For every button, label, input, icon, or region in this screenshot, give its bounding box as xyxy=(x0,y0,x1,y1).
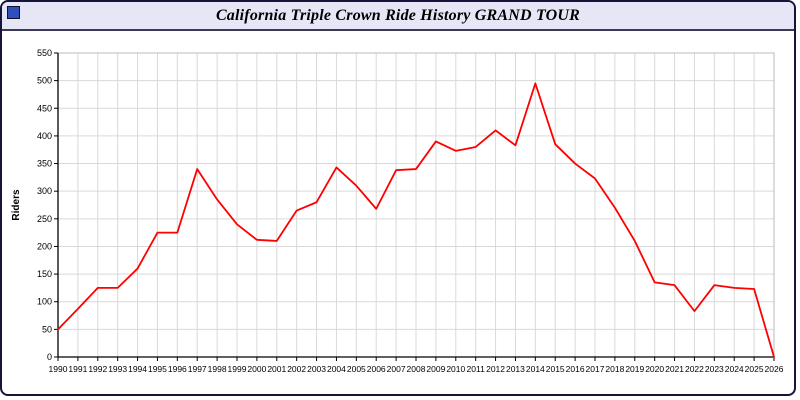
svg-text:2007: 2007 xyxy=(387,364,406,374)
svg-text:450: 450 xyxy=(37,103,52,113)
svg-text:2017: 2017 xyxy=(586,364,605,374)
svg-text:2022: 2022 xyxy=(685,364,704,374)
svg-text:1995: 1995 xyxy=(148,364,167,374)
svg-text:0: 0 xyxy=(47,352,52,362)
svg-text:2015: 2015 xyxy=(546,364,565,374)
svg-text:2023: 2023 xyxy=(705,364,724,374)
svg-text:100: 100 xyxy=(37,297,52,307)
svg-text:1992: 1992 xyxy=(88,364,107,374)
svg-text:1997: 1997 xyxy=(188,364,207,374)
svg-text:2000: 2000 xyxy=(247,364,266,374)
svg-text:2014: 2014 xyxy=(526,364,545,374)
svg-text:550: 550 xyxy=(37,48,52,58)
svg-text:2019: 2019 xyxy=(625,364,644,374)
title-bar: California Triple Crown Ride History GRA… xyxy=(2,2,794,31)
svg-text:300: 300 xyxy=(37,186,52,196)
page-title: California Triple Crown Ride History GRA… xyxy=(215,6,581,24)
window-icon xyxy=(7,6,20,19)
svg-text:Riders: Riders xyxy=(11,189,22,221)
svg-text:2009: 2009 xyxy=(426,364,445,374)
svg-text:1991: 1991 xyxy=(68,364,87,374)
svg-text:2018: 2018 xyxy=(605,364,624,374)
svg-text:2006: 2006 xyxy=(367,364,386,374)
svg-text:150: 150 xyxy=(37,269,52,279)
svg-text:200: 200 xyxy=(37,241,52,251)
svg-text:2020: 2020 xyxy=(645,364,664,374)
svg-text:250: 250 xyxy=(37,214,52,224)
chart-area: 0 50 100 150 200 250 300 350 400 450 500 550 1990 199… xyxy=(2,31,794,394)
svg-text:2026: 2026 xyxy=(765,364,784,374)
svg-text:2001: 2001 xyxy=(267,364,286,374)
svg-text:500: 500 xyxy=(37,76,52,86)
svg-text:2005: 2005 xyxy=(347,364,366,374)
svg-text:1998: 1998 xyxy=(208,364,227,374)
svg-text:2021: 2021 xyxy=(665,364,684,374)
svg-text:350: 350 xyxy=(37,159,52,169)
svg-text:2024: 2024 xyxy=(725,364,744,374)
svg-text:2016: 2016 xyxy=(566,364,585,374)
svg-text:400: 400 xyxy=(37,131,52,141)
svg-text:1993: 1993 xyxy=(108,364,127,374)
svg-text:2004: 2004 xyxy=(327,364,346,374)
svg-text:2013: 2013 xyxy=(506,364,525,374)
svg-text:2010: 2010 xyxy=(446,364,465,374)
svg-text:1990: 1990 xyxy=(49,364,68,374)
svg-text:2008: 2008 xyxy=(407,364,426,374)
svg-text:50: 50 xyxy=(42,324,52,334)
svg-text:1996: 1996 xyxy=(168,364,187,374)
svg-text:2003: 2003 xyxy=(307,364,326,374)
svg-text:1994: 1994 xyxy=(128,364,147,374)
svg-text:1999: 1999 xyxy=(228,364,247,374)
svg-text:2002: 2002 xyxy=(287,364,306,374)
svg-text:2012: 2012 xyxy=(486,364,505,374)
svg-text:2011: 2011 xyxy=(467,364,486,374)
svg-text:2025: 2025 xyxy=(745,364,764,374)
